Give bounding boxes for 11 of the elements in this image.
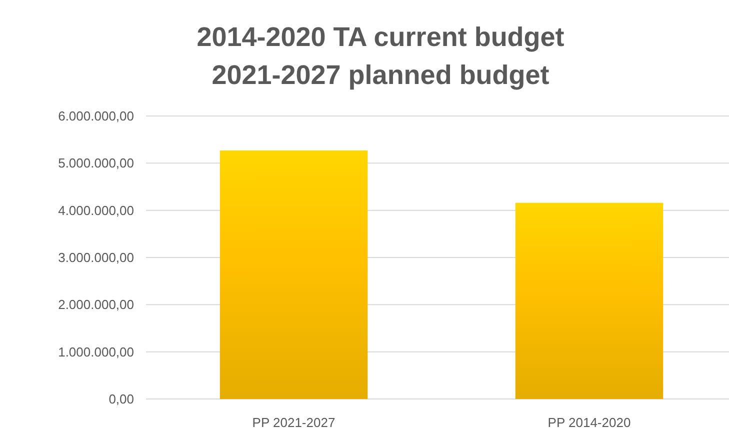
chart-subtitle: 2021-2027 planned budget xyxy=(212,60,550,90)
y-tick-label: 4.000.000,00 xyxy=(58,202,134,218)
y-tick-label: 3.000.000,00 xyxy=(58,250,134,266)
y-tick-label: 5.000.000,00 xyxy=(58,156,134,171)
y-tick-label: 6.000.000,00 xyxy=(58,108,134,124)
x-tick-label: PP 2021-2027 xyxy=(252,415,336,430)
chart-title: 2014-2020 TA current budget xyxy=(196,22,564,52)
y-tick-label: 0,00 xyxy=(108,392,134,407)
y-tick-label: 1.000.000,00 xyxy=(58,344,134,360)
y-tick-label: 2.000.000,00 xyxy=(58,297,134,312)
x-tick-label: PP 2014-2020 xyxy=(548,415,631,430)
